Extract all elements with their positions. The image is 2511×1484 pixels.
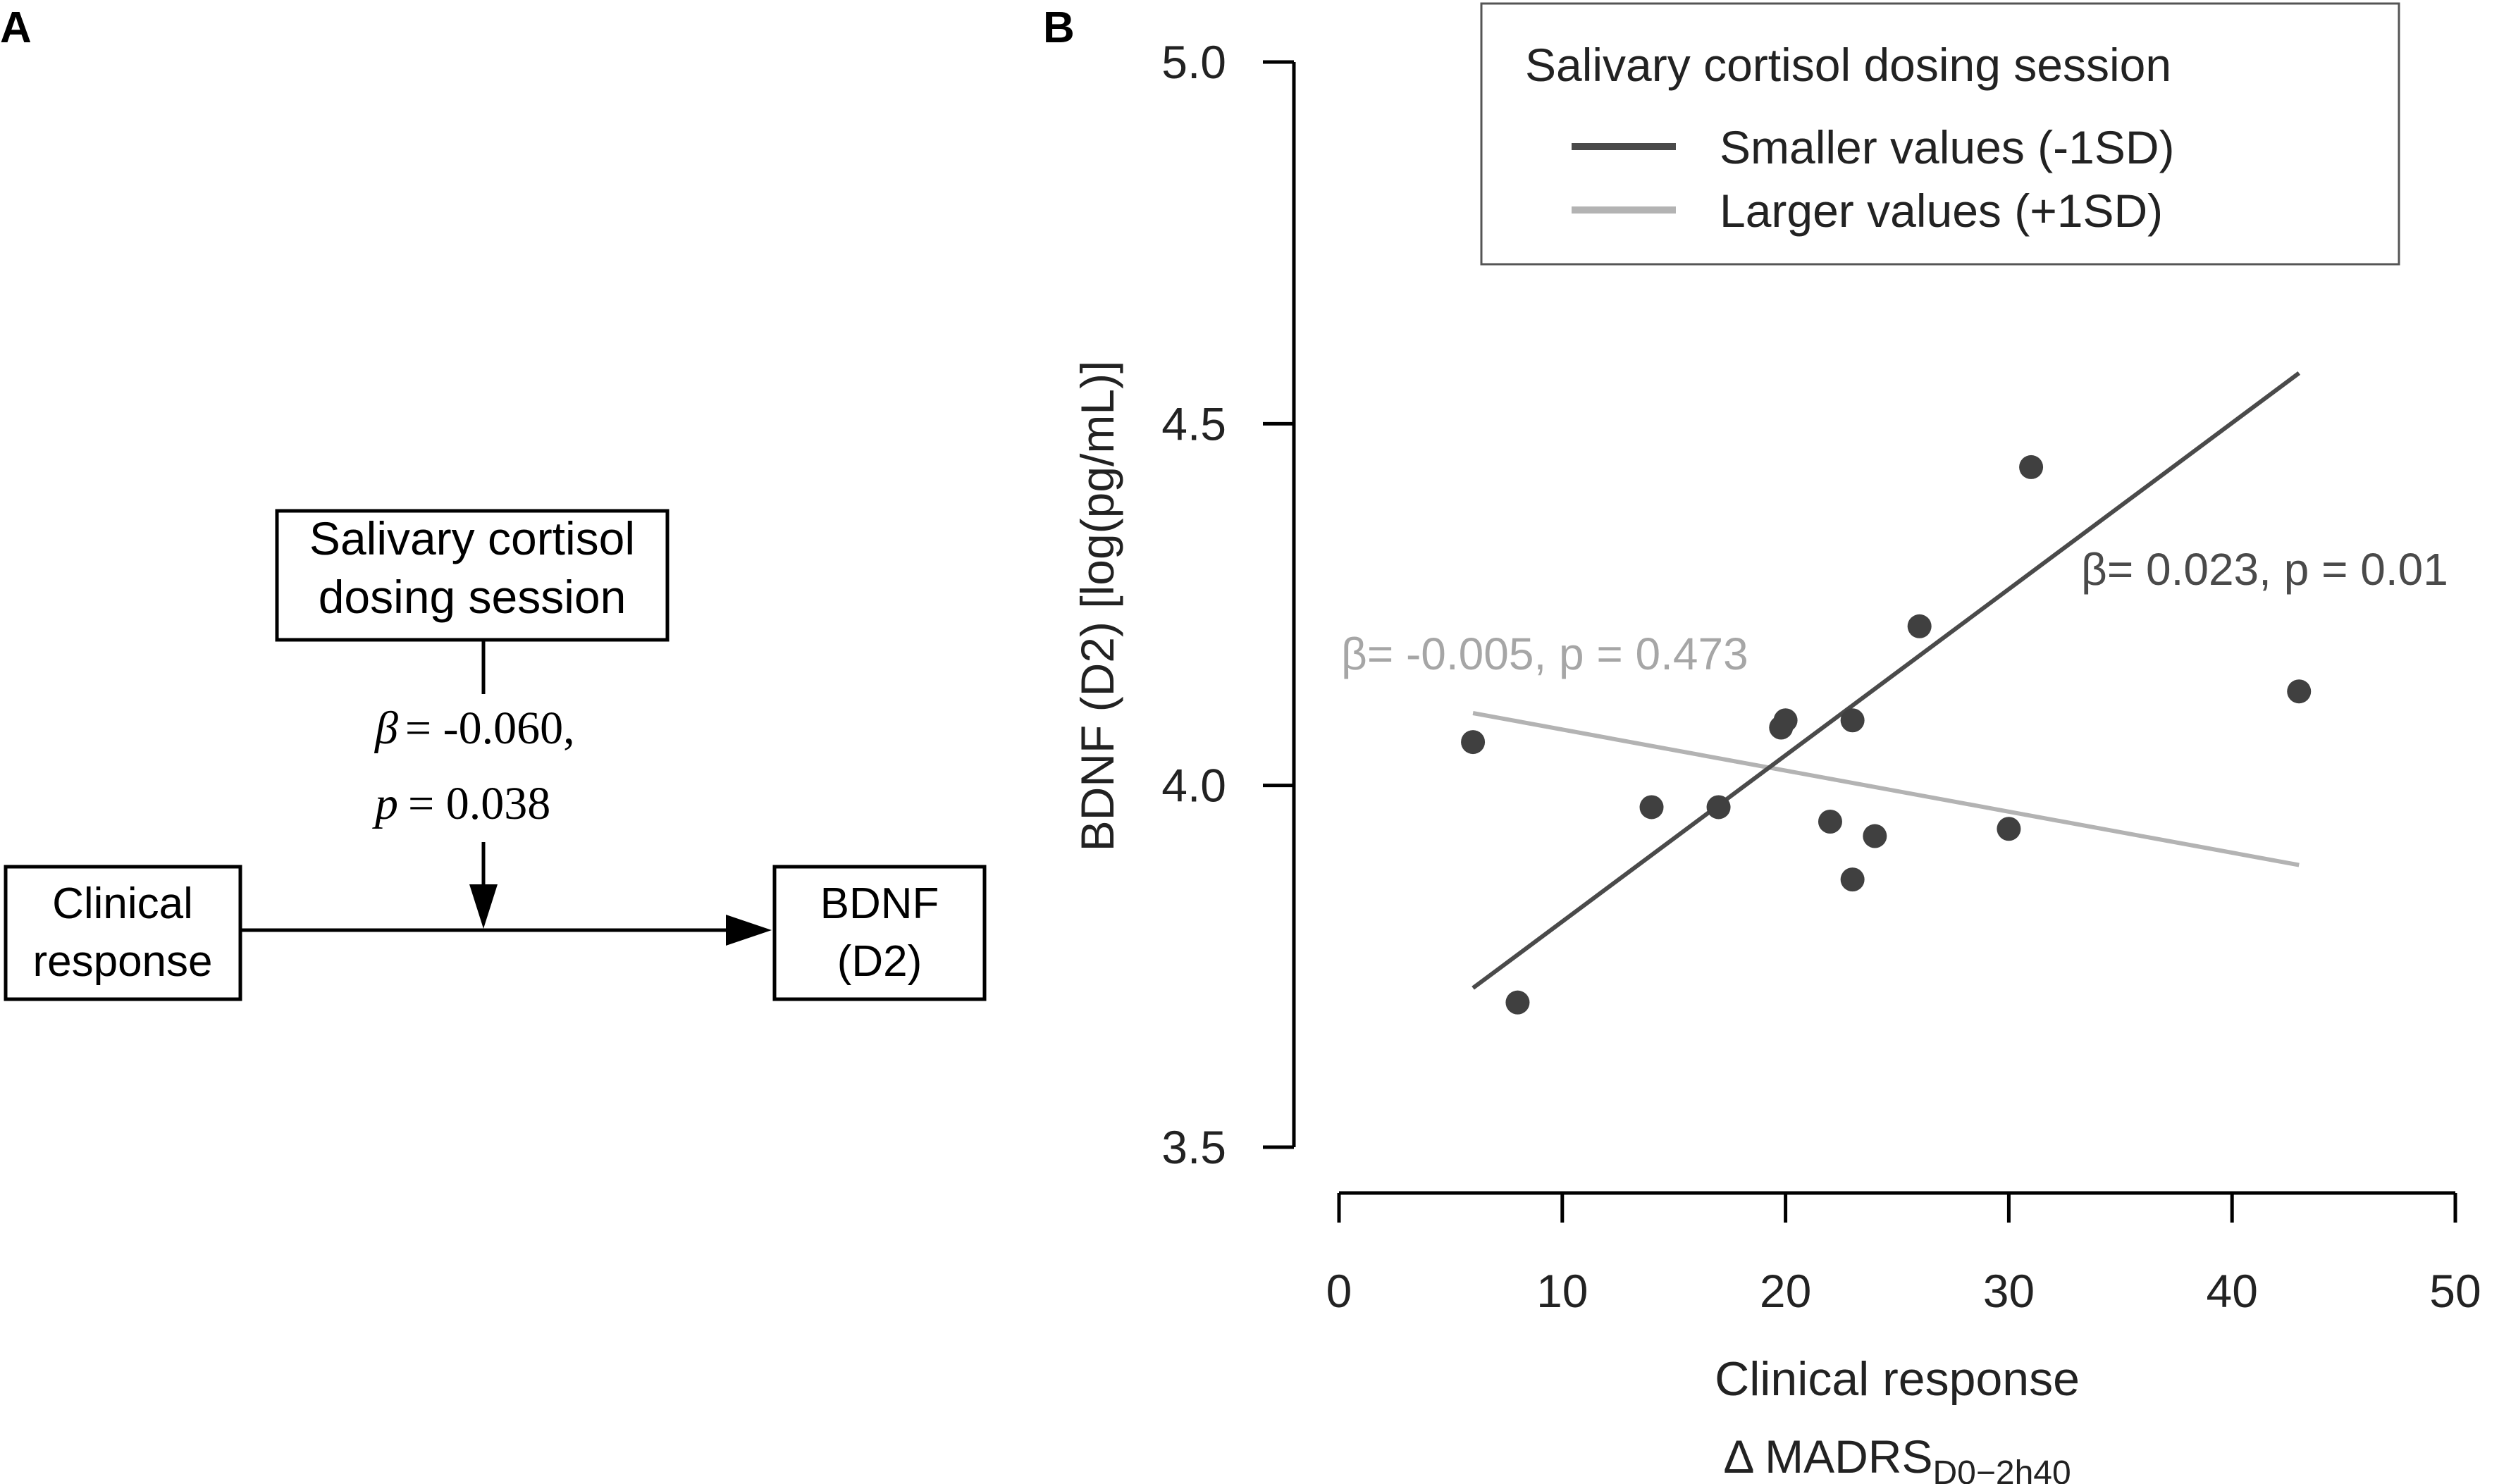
moderator-box — [275, 509, 670, 642]
regression-line-smaller — [1472, 371, 2301, 990]
data-point — [1997, 817, 2021, 841]
main-path-arrowhead — [726, 915, 772, 946]
panel-a: A Salivary cortisol dosing session β = -0… — [0, 4, 987, 1001]
legend-box — [1480, 2, 2400, 266]
annotation-larger: β= -0.005, p = 0.473 — [1341, 629, 1748, 679]
moderator-arrowhead — [469, 884, 498, 929]
x-tick-label: 20 — [1760, 1265, 1811, 1317]
y-tick-label: 5.0 — [1161, 36, 1226, 88]
data-point — [1863, 824, 1887, 848]
panel-b-label: B — [1043, 4, 1075, 52]
annotation-smaller: β= 0.023, p = 0.01 — [2081, 544, 2448, 595]
x-axis-label-line1: Clinical response — [1715, 1352, 2080, 1406]
y-tick-label: 4.5 — [1161, 397, 1226, 450]
x-axis-label-line2: Δ MADRSD0−2h40 — [1723, 1430, 2071, 1484]
x-ticks: 0 10 20 30 40 50 — [1326, 1193, 2481, 1317]
panel-a-label: A — [0, 4, 32, 52]
data-point — [1840, 708, 1865, 733]
outcome-box-line1: BDNF — [820, 879, 939, 928]
data-point — [1706, 795, 1731, 820]
data-point — [2019, 455, 2044, 479]
data-point — [1773, 708, 1798, 733]
x-tick-label: 40 — [2206, 1265, 2257, 1317]
data-point — [1818, 810, 1842, 834]
predictor-box — [4, 865, 242, 1001]
moderation-p: p = 0.038 — [372, 778, 550, 829]
moderator-box-line1: Salivary cortisol — [309, 512, 635, 564]
x-tick-label: 0 — [1326, 1265, 1352, 1317]
legend-label-larger: Larger values (+1SD) — [1720, 185, 2163, 237]
y-tick-label: 4.0 — [1161, 760, 1226, 812]
data-point — [2287, 679, 2312, 704]
data-point — [1840, 867, 1865, 892]
regression-line-larger — [1472, 711, 2300, 867]
outcome-box-line2: (D2) — [837, 937, 923, 986]
y-axis-label: BDNF (D2) [log(pg/mL)] — [1071, 361, 1123, 852]
x-tick-label: 30 — [1983, 1265, 2035, 1317]
data-points — [1461, 455, 2312, 1015]
data-point — [1907, 614, 1932, 638]
panel-b: B 3.5 4.0 4.5 5.0 BDNF (D2) [log(pg/mL)] 0 1… — [1043, 2, 2481, 1484]
data-point — [1639, 795, 1664, 820]
legend: Salivary cortisol dosing session Smaller… — [1480, 2, 2400, 266]
x-tick-label: 50 — [2429, 1265, 2481, 1317]
x-axis: 0 10 20 30 40 50 — [1326, 1191, 2481, 1317]
predictor-box-line2: response — [32, 937, 212, 986]
data-point — [1461, 730, 1486, 755]
y-tick-label: 3.5 — [1161, 1121, 1226, 1173]
outcome-box — [772, 865, 987, 1001]
y-ticks: 3.5 4.0 4.5 5.0 — [1161, 36, 1294, 1173]
legend-title: Salivary cortisol dosing session — [1525, 39, 2171, 91]
y-axis: 3.5 4.0 4.5 5.0 — [1161, 36, 1296, 1173]
legend-label-smaller: Smaller values (-1SD) — [1720, 121, 2175, 173]
data-point — [1505, 990, 1530, 1015]
predictor-box-line1: Clinical — [52, 879, 193, 928]
moderator-box-line2: dosing session — [319, 571, 627, 623]
moderation-beta: β = -0.060, — [374, 703, 575, 754]
x-tick-label: 10 — [1536, 1265, 1588, 1317]
